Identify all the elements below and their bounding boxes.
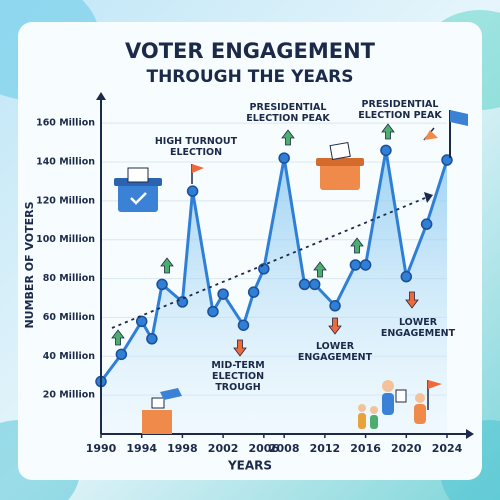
y-tick-label: 100 Million (36, 234, 95, 245)
line (99, 148, 449, 383)
flag-icon (191, 164, 204, 184)
down-arrow (405, 291, 419, 309)
ballot-box-icon (114, 167, 162, 212)
ballot-box-icon (142, 388, 182, 434)
point (156, 278, 168, 291)
point (380, 144, 392, 157)
y-tick-label: 80 Million (43, 273, 96, 284)
annotation-text: PRESIDENTIAL ELECTION PEAK (246, 102, 330, 124)
x-tick-label: 2012 (310, 442, 341, 455)
y-tick-label: 160 Million (36, 118, 95, 129)
point (247, 286, 260, 298)
point (135, 315, 148, 328)
ballot-box-icon (316, 141, 364, 190)
x-tick-label: 2016 (350, 442, 381, 455)
x-tick-label: 2006 (249, 442, 280, 455)
point (359, 259, 372, 271)
point (349, 259, 362, 271)
x-axis-arrow (466, 429, 474, 439)
up-arrow (281, 129, 295, 146)
point (186, 185, 199, 197)
point (176, 296, 189, 308)
up-arrow (350, 237, 364, 254)
trend-line (111, 197, 426, 329)
up-arrow (111, 329, 125, 346)
annotation: LOWER ENGAGEMENT (380, 317, 456, 339)
point (115, 348, 128, 361)
down-arrow (328, 317, 342, 335)
x-tick-label: 2024 (432, 442, 463, 455)
y-axis-arrow (96, 92, 106, 100)
point (217, 288, 229, 300)
y-axis-label: NUMBER OF VOTERS (23, 201, 36, 328)
people-icon (358, 380, 442, 429)
area (101, 150, 447, 435)
point (420, 218, 433, 230)
point (207, 305, 219, 318)
y-tick-label: 40 Million (43, 351, 96, 362)
annotation: LOWER ENGAGEMENT (297, 341, 373, 363)
flag-icon (423, 110, 468, 158)
point (258, 263, 270, 275)
down-arrow (233, 339, 247, 357)
x-tick-label: 2020 (391, 442, 422, 455)
y-tick-label: 60 Million (43, 312, 96, 323)
x-tick-label: 1994 (126, 442, 157, 455)
trend-arrow (424, 192, 433, 203)
annotation-text: PRESIDENTIAL ELECTION PEAK (358, 99, 442, 121)
arrow-icons (111, 123, 419, 357)
annotation-text: LOWER ENGAGEMENT (297, 341, 373, 363)
point (400, 270, 413, 283)
x-axis-label: YEARS (227, 459, 272, 473)
up-arrow (313, 261, 327, 278)
point (146, 333, 158, 345)
y-tick-label: 20 Million (43, 390, 96, 401)
point (237, 319, 250, 331)
annotation-text: LOWER ENGAGEMENT (380, 317, 456, 339)
up-arrow (381, 123, 395, 140)
x-tick-label: 2008 (269, 442, 300, 455)
up-arrow (160, 257, 174, 274)
chart-subtitle: THROUGH THE YEARS (146, 67, 353, 87)
point (308, 278, 321, 291)
x-tick-label: 1998 (167, 442, 198, 455)
annotation: MID-TERM ELECTION TROUGH (211, 360, 265, 393)
plot: 20 Million 40 Million 60 Million 80 Million… (36, 118, 463, 455)
y-tick-label: 140 Million (36, 157, 95, 168)
point (298, 278, 311, 291)
annotation-text: HIGH TURNOUT ELECTION (154, 136, 238, 158)
annotation-text: MID-TERM ELECTION TROUGH (211, 360, 265, 393)
point (278, 152, 290, 164)
x-tick-label: 2002 (208, 442, 239, 455)
annotation: PRESIDENTIAL ELECTION PEAK (246, 102, 330, 124)
y-tick-label: 120 Million (36, 195, 95, 206)
point (329, 300, 341, 312)
x-tick-label: 1990 (86, 442, 117, 455)
chart-title: VOTER ENGAGEMENT (125, 39, 376, 63)
annotation: PRESIDENTIAL ELECTION PEAK (358, 99, 442, 121)
annotation: HIGH TURNOUT ELECTION (154, 136, 238, 158)
